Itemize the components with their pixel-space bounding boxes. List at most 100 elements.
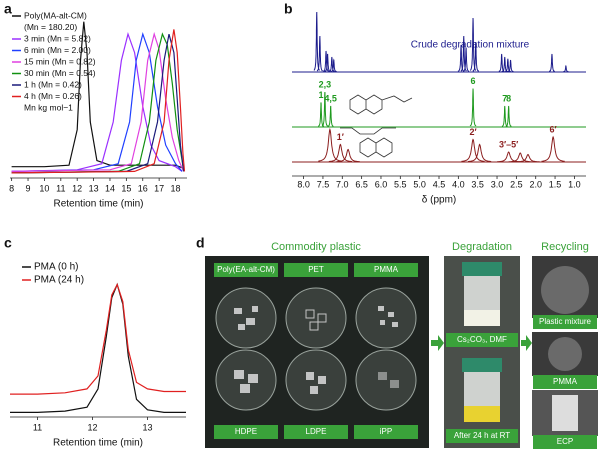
x-tick-label: 1.5 [549,179,562,189]
peak [462,47,470,72]
line [11,32,183,172]
peak [541,135,565,162]
x-tick-label: 6.0 [375,179,388,189]
legend-label: 3 min (Mn = 5.82) [24,33,91,43]
section-title: Commodity plastic [271,241,361,253]
x-tick-label: 12 [72,183,82,193]
label: iPP [380,427,392,436]
label-box [533,435,597,449]
legend-label: 6 min (Mn = 2.00) [24,45,91,55]
x-tick-label: 18 [171,183,181,193]
line [11,33,185,174]
x-tick-label: 8.0 [297,179,310,189]
x-tick-label: 2.0 [529,179,542,189]
legend-label: Poly(MA-alt-CM) [24,10,87,20]
label-box [284,263,348,277]
peak [328,56,335,72]
peak-label: 8 [506,93,511,103]
peak [457,44,465,72]
peak [316,35,323,72]
peak [548,53,555,72]
legend-label: 15 min (Mn = 0.82) [24,56,96,66]
label: After 24 h at RT [454,431,510,440]
x-tick-label: 7.0 [336,179,349,189]
x-axis-label: Retention time (min) [53,199,143,210]
section-title: Recycling [541,241,589,253]
label: ECP [557,437,573,446]
arrows [431,335,532,351]
label: Plastic mixture [539,317,592,326]
line [10,282,186,413]
line [11,32,185,174]
x-tick-label: 16 [138,183,148,193]
peak-label: 2′ [469,127,476,137]
legend-units: Mn kg mol−1 [24,102,73,112]
x-tick-label: 4.0 [452,179,465,189]
x-tick-label: 5.0 [413,179,426,189]
x-tick-label: 11 [33,422,42,432]
peak [507,59,514,73]
legend-label: 1 h (Mn = 0.42) [24,79,82,89]
x-tick-label: 10 [39,183,49,193]
peak [323,50,330,72]
peak-label: 1′ [337,132,344,142]
label: LDPE [306,427,327,436]
dish [548,337,582,371]
label-box [354,263,418,277]
label: Cs₂CO₃, DMF [457,335,507,344]
peak-label: 6 [471,76,476,86]
x-tick-label: 3.0 [491,179,504,189]
x-tick-label: 12 [87,422,97,432]
label-box [533,375,597,389]
peak-label: 2,3 [319,79,332,89]
peak [505,105,512,127]
legend-note: (Mn = 180.20) [24,22,77,32]
peak [321,91,329,127]
label-box [354,425,418,439]
x-tick-label: 4.5 [433,179,446,189]
legend-label: 30 min (Mn = 0.54) [24,68,96,78]
peak [318,102,325,127]
panel-letter: a [4,1,12,17]
x-tick-label: 13 [142,422,152,432]
peak [336,148,360,163]
label-box [214,425,278,439]
label: PMMA [553,377,578,386]
x-axis-label: δ (ppm) [422,195,456,206]
peak [327,105,334,127]
peak [472,41,479,72]
x-tick-label: 17 [154,183,164,193]
label: HDPE [235,427,257,436]
peak [468,143,492,162]
structure [340,94,413,158]
x-tick-label: 13 [89,183,99,193]
label: Poly(EA-alt-CM) [217,265,275,274]
x-tick-label: 2.5 [510,179,523,189]
peak [461,138,485,162]
peak [501,105,508,127]
line [10,282,186,395]
spectrum-label: Crude degradation mixture [411,40,530,51]
vial [552,395,578,431]
panel-letter: c [4,235,12,251]
x-tick-label: 8 [9,183,14,193]
legend-label: PMA (24 h) [34,275,84,286]
peak [508,152,532,163]
panel-letter: b [284,1,293,17]
dish [541,266,589,314]
label: PET [308,265,324,274]
peak-label: 6′ [550,124,557,134]
peak-label: 1 [319,90,324,100]
label-box [284,425,348,439]
x-tick-label: 6.5 [355,179,368,189]
plastic-pieces [234,306,399,394]
peak [460,35,467,72]
peak [516,153,540,163]
legend-label: 4 h (Mn = 0.26) [24,91,82,101]
peak [505,58,511,73]
line [11,32,183,172]
label-box [446,429,518,443]
peak-label: 7 [502,93,507,103]
peak [318,127,342,162]
